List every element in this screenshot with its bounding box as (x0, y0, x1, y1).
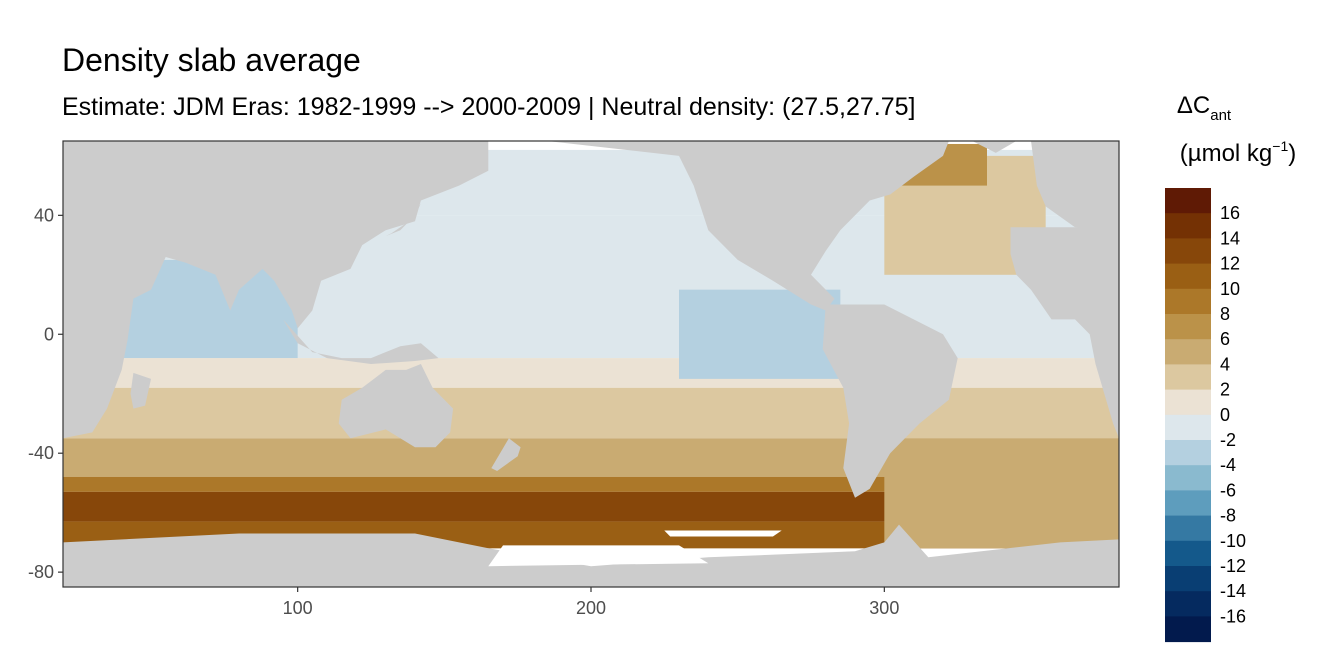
legend-color-key (1165, 515, 1211, 542)
legend-unit-suffix: ) (1288, 140, 1296, 167)
legend-label: 6 (1220, 329, 1230, 349)
legend-color-key (1165, 364, 1211, 391)
chart-subtitle: Estimate: JDM Eras: 1982-1999 --> 2000-2… (62, 93, 916, 121)
legend-label: 12 (1220, 254, 1240, 274)
legend-unit-prefix: (µmol kg (1180, 140, 1273, 167)
legend-color-key (1165, 566, 1211, 592)
legend-title-subscript: ant (1210, 107, 1232, 124)
legend-color-key (1165, 440, 1211, 466)
land-mask (63, 141, 1119, 587)
legend-label: -4 (1220, 455, 1236, 475)
legend-color-key (1165, 339, 1211, 365)
plot-panel (62, 140, 1120, 588)
y-tick-label: 0 (44, 324, 54, 344)
legend-unit-superscript: −1 (1272, 138, 1288, 154)
legend-label: 2 (1220, 380, 1230, 400)
legend-title: ΔCant (1177, 92, 1232, 124)
x-tick-label: 200 (576, 598, 606, 618)
legend: ΔCant (µmol kg−1) 16 14 12 10 8 6 4 2 0 -2 -4 -6 -8 -… (1165, 92, 1296, 643)
legend-color-key (1165, 616, 1211, 643)
land-antarctica (63, 524, 1119, 587)
land-indonesia (283, 319, 439, 364)
land-north-america (547, 141, 949, 311)
legend-color-key (1165, 465, 1211, 491)
land-south-america (822, 304, 958, 498)
legend-title-main: ΔC (1177, 92, 1210, 119)
legend-label: -16 (1220, 606, 1246, 626)
heat-region-4 (884, 438, 1119, 549)
legend-color-key (1165, 288, 1211, 315)
heat-band-3 (63, 387, 1119, 439)
chart-title: Density slab average (62, 42, 361, 78)
y-tick-label: 40 (34, 205, 54, 225)
y-tick-label: -80 (28, 562, 54, 582)
legend-color-key (1165, 591, 1211, 617)
land-africa-west (1010, 227, 1119, 439)
legend-label: -2 (1220, 430, 1236, 450)
legend-color-key (1165, 490, 1211, 517)
legend-color-key (1165, 314, 1211, 340)
y-tick-label: -40 (28, 443, 54, 463)
land-australia (338, 364, 454, 448)
legend-label: 16 (1220, 203, 1240, 223)
legend-color-key (1165, 263, 1211, 290)
land-eurasia-africa (63, 141, 489, 439)
legend-unit: (µmol kg−1) (1180, 138, 1296, 167)
legend-label: -14 (1220, 581, 1246, 601)
legend-color-key (1165, 188, 1211, 214)
legend-label: 10 (1220, 279, 1240, 299)
ross-sea-no-data (488, 545, 709, 567)
land-new-zealand (491, 438, 521, 471)
land-madagascar (130, 372, 151, 409)
legend-label: 4 (1220, 354, 1230, 374)
legend-color-key (1165, 213, 1211, 239)
legend-color-key (1165, 414, 1211, 441)
legend-label: 0 (1220, 405, 1230, 425)
x-tick-label: 300 (869, 598, 899, 618)
legend-color-key (1165, 238, 1211, 265)
ice-shelf-no-data (664, 530, 782, 537)
land-europe-west (1031, 141, 1119, 231)
legend-label: -8 (1220, 506, 1236, 526)
legend-label: 14 (1220, 228, 1240, 248)
legend-color-key (1165, 540, 1211, 567)
legend-color-key (1165, 389, 1211, 416)
legend-label: -10 (1220, 531, 1246, 551)
legend-label: 8 (1220, 304, 1230, 324)
axes: 40 0 -40 -80 100 200 300 (28, 205, 899, 618)
x-tick-label: 100 (283, 598, 313, 618)
land-greenland (972, 141, 1017, 153)
heat-band-2 (63, 358, 1119, 388)
legend-label: -12 (1220, 556, 1246, 576)
legend-label: -6 (1220, 480, 1236, 500)
